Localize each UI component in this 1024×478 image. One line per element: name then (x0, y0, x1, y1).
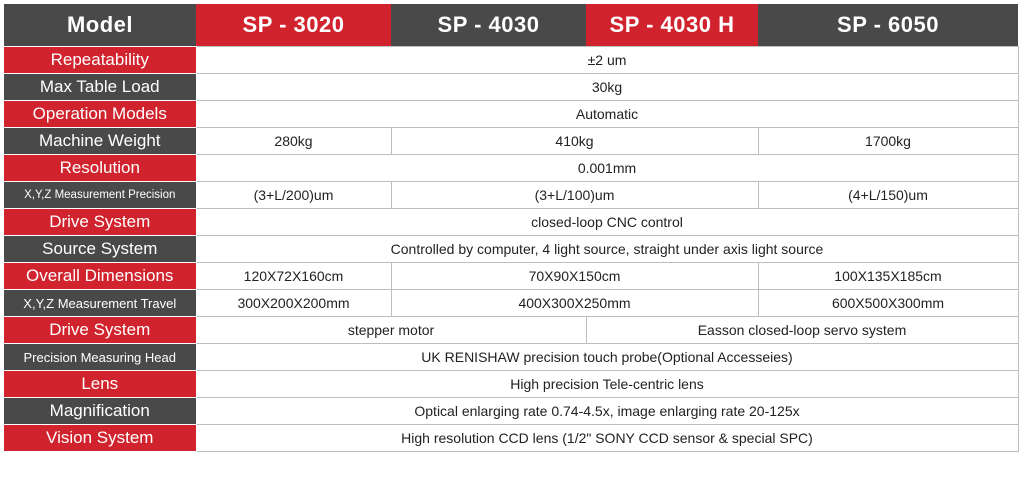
row-vision-system: Vision System High resolution CCD lens (… (4, 424, 1019, 452)
value-repeatability: ±2 um (195, 46, 1019, 74)
value-xyz-precision-sp3020: (3+L/200)um (195, 181, 392, 209)
label-source-system: Source System (4, 235, 197, 263)
label-repeatability: Repeatability (4, 46, 197, 74)
row-lens: Lens High precision Tele-centric lens (4, 370, 1019, 398)
value-drive-system-2-servo: Easson closed-loop servo system (585, 316, 1019, 344)
label-operation-models: Operation Models (4, 100, 197, 128)
row-overall-dimensions: Overall Dimensions 120X72X160cm 70X90X15… (4, 262, 1019, 290)
label-max-table-load: Max Table Load (4, 73, 197, 101)
label-drive-system-1: Drive System (4, 208, 197, 236)
row-drive-system-2: Drive System stepper motor Easson closed… (4, 316, 1019, 344)
spec-table: Model SP - 3020 SP - 4030 SP - 4030 H SP… (4, 4, 1019, 452)
header-sp-4030: SP - 4030 (391, 4, 586, 47)
row-source-system: Source System Controlled by computer, 4 … (4, 235, 1019, 263)
label-lens: Lens (4, 370, 197, 398)
value-vision-system: High resolution CCD lens (1/2" SONY CCD … (195, 424, 1019, 452)
value-xyz-travel-sp3020: 300X200X200mm (195, 289, 392, 317)
value-overall-dimensions-sp3020: 120X72X160cm (195, 262, 392, 290)
label-machine-weight: Machine Weight (4, 127, 197, 155)
label-measuring-head: Precision Measuring Head (4, 343, 197, 371)
value-operation-models: Automatic (195, 100, 1019, 128)
header-sp-6050: SP - 6050 (758, 4, 1018, 47)
label-vision-system: Vision System (4, 424, 197, 452)
value-drive-system-1: closed-loop CNC control (195, 208, 1019, 236)
value-lens: High precision Tele-centric lens (195, 370, 1019, 398)
value-measuring-head: UK RENISHAW precision touch probe(Option… (195, 343, 1019, 371)
header-row: Model SP - 3020 SP - 4030 SP - 4030 H SP… (4, 4, 1018, 47)
spec-table-container: Model SP - 3020 SP - 4030 SP - 4030 H SP… (4, 4, 1019, 452)
value-drive-system-2-stepper: stepper motor (195, 316, 587, 344)
label-drive-system-2: Drive System (4, 316, 197, 344)
header-model: Model (4, 4, 196, 47)
row-max-table-load: Max Table Load 30kg (4, 73, 1019, 101)
row-xyz-precision: X,Y,Z Measurement Precision (3+L/200)um … (4, 181, 1019, 209)
label-resolution: Resolution (4, 154, 197, 182)
label-xyz-precision: X,Y,Z Measurement Precision (4, 181, 197, 209)
row-xyz-travel: X,Y,Z Measurement Travel 300X200X200mm 4… (4, 289, 1019, 317)
header-sp-3020: SP - 3020 (196, 4, 391, 47)
value-machine-weight-sp6050: 1700kg (757, 127, 1019, 155)
row-machine-weight: Machine Weight 280kg 410kg 1700kg (4, 127, 1019, 155)
value-resolution: 0.001mm (195, 154, 1019, 182)
value-magnification: Optical enlarging rate 0.74-4.5x, image … (195, 397, 1019, 425)
row-repeatability: Repeatability ±2 um (4, 46, 1019, 74)
label-xyz-travel: X,Y,Z Measurement Travel (4, 289, 197, 317)
row-operation-models: Operation Models Automatic (4, 100, 1019, 128)
value-source-system: Controlled by computer, 4 light source, … (195, 235, 1019, 263)
value-xyz-travel-sp4030: 400X300X250mm (390, 289, 759, 317)
value-xyz-precision-sp6050: (4+L/150)um (757, 181, 1019, 209)
label-overall-dimensions: Overall Dimensions (4, 262, 197, 290)
row-magnification: Magnification Optical enlarging rate 0.7… (4, 397, 1019, 425)
value-max-table-load: 30kg (195, 73, 1019, 101)
value-xyz-travel-sp6050: 600X500X300mm (757, 289, 1019, 317)
header-sp-4030h: SP - 4030 H (586, 4, 758, 47)
value-machine-weight-sp3020: 280kg (195, 127, 392, 155)
value-xyz-precision-sp4030: (3+L/100)um (390, 181, 759, 209)
row-measuring-head: Precision Measuring Head UK RENISHAW pre… (4, 343, 1019, 371)
value-machine-weight-sp4030: 410kg (390, 127, 759, 155)
value-overall-dimensions-sp4030: 70X90X150cm (390, 262, 759, 290)
value-overall-dimensions-sp6050: 100X135X185cm (757, 262, 1019, 290)
row-resolution: Resolution 0.001mm (4, 154, 1019, 182)
row-drive-system-1: Drive System closed-loop CNC control (4, 208, 1019, 236)
label-magnification: Magnification (4, 397, 197, 425)
